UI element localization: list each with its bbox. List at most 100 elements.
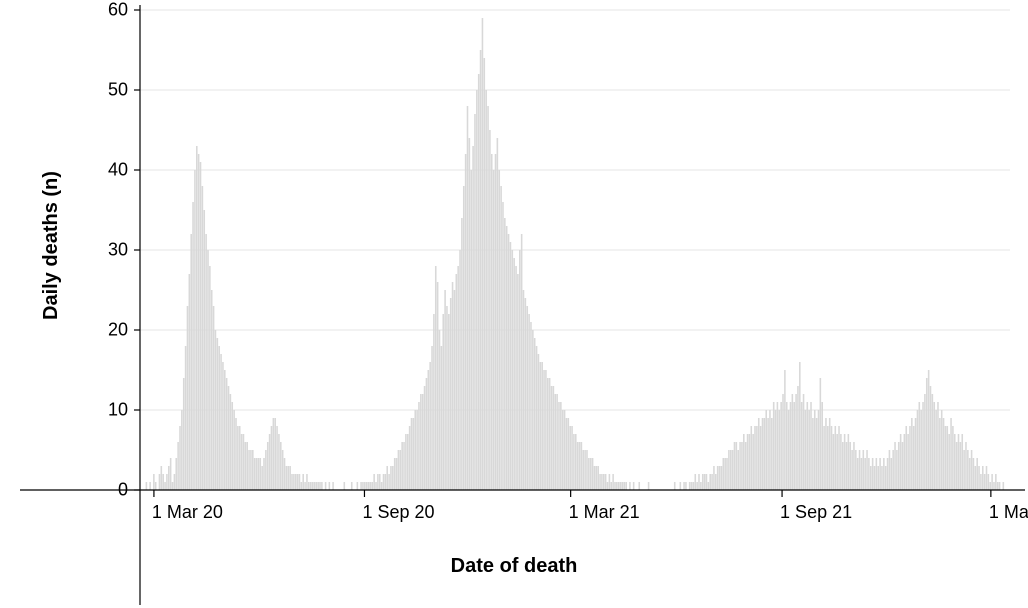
bar <box>306 474 308 490</box>
bar <box>301 482 303 490</box>
bar <box>607 482 609 490</box>
bar <box>863 450 865 490</box>
bar <box>457 266 459 490</box>
bar <box>319 482 321 490</box>
bar <box>456 274 458 490</box>
bar <box>605 474 607 490</box>
bar <box>896 450 898 490</box>
bar <box>777 402 779 490</box>
bar <box>554 394 556 490</box>
bar <box>315 482 317 490</box>
bar <box>991 474 993 490</box>
bar <box>187 306 189 490</box>
bar <box>217 338 219 490</box>
bar <box>442 314 444 490</box>
bar <box>911 418 913 490</box>
bar <box>241 434 243 490</box>
bar <box>909 426 911 490</box>
bar <box>433 314 435 490</box>
bar <box>291 474 293 490</box>
bar <box>526 306 528 490</box>
bar <box>284 458 286 490</box>
bar <box>907 434 909 490</box>
bar <box>749 434 751 490</box>
bar <box>274 418 276 490</box>
bar <box>625 482 627 490</box>
bar <box>525 298 527 490</box>
bar <box>584 450 586 490</box>
bar <box>362 482 364 490</box>
bar <box>840 434 842 490</box>
bar <box>808 410 810 490</box>
bar <box>226 378 228 490</box>
bar <box>933 402 935 490</box>
bar <box>476 90 478 490</box>
bar <box>491 154 493 490</box>
bar <box>159 474 161 490</box>
bar <box>756 426 758 490</box>
bar <box>269 434 271 490</box>
bar <box>416 410 418 490</box>
bar <box>261 466 263 490</box>
bar <box>556 394 558 490</box>
bar <box>905 426 907 490</box>
bar <box>795 394 797 490</box>
bar <box>857 458 859 490</box>
bar <box>510 242 512 490</box>
x-tick-label: 1 Sep 21 <box>780 502 852 523</box>
bar <box>396 458 398 490</box>
bar <box>256 458 258 490</box>
bar <box>851 450 853 490</box>
bar <box>836 434 838 490</box>
bar <box>487 106 489 490</box>
bar <box>161 466 163 490</box>
bar <box>844 434 846 490</box>
bar <box>622 482 624 490</box>
bar <box>448 314 450 490</box>
bar <box>734 442 736 490</box>
bar <box>920 410 922 490</box>
bar <box>577 442 579 490</box>
bar <box>571 426 573 490</box>
bar <box>215 330 217 490</box>
bar <box>937 402 939 490</box>
bar <box>988 474 990 490</box>
bar <box>289 466 291 490</box>
bar <box>848 434 850 490</box>
bar <box>235 418 237 490</box>
bar <box>497 138 499 490</box>
bar <box>693 482 695 490</box>
bar <box>956 442 958 490</box>
bar <box>198 154 200 490</box>
bar <box>179 426 181 490</box>
bar <box>166 474 168 490</box>
bar <box>314 482 316 490</box>
bar <box>965 442 967 490</box>
bar <box>797 386 799 490</box>
bar <box>722 458 724 490</box>
bar <box>877 466 879 490</box>
bar <box>760 426 762 490</box>
bar <box>730 450 732 490</box>
bar <box>762 418 764 490</box>
bar <box>978 466 980 490</box>
bar <box>553 386 555 490</box>
bar <box>616 482 618 490</box>
bar <box>568 418 570 490</box>
bar <box>609 474 611 490</box>
bar <box>954 434 956 490</box>
bar <box>245 442 247 490</box>
bar <box>960 442 962 490</box>
bar <box>786 402 788 490</box>
bar <box>709 474 711 490</box>
chart-container: Daily deaths (n) Date of death 010203040… <box>0 0 1028 608</box>
bar <box>273 418 275 490</box>
bar <box>771 418 773 490</box>
bar <box>874 466 876 490</box>
bar <box>248 450 250 490</box>
bar <box>373 474 375 490</box>
bar <box>224 370 226 490</box>
bar <box>853 442 855 490</box>
bar <box>278 434 280 490</box>
bar <box>459 250 461 490</box>
